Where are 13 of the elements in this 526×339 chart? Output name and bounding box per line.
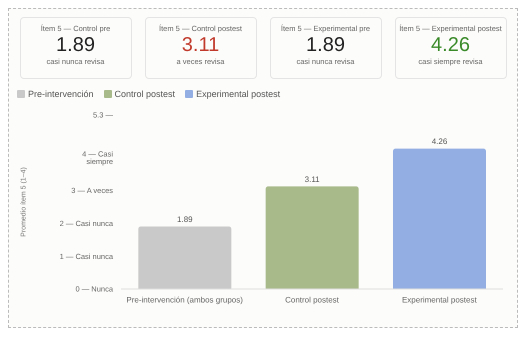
x-tick-label: Experimental postest — [402, 296, 478, 305]
legend-label: Control postest — [114, 88, 176, 101]
data-label: 1.89 — [305, 33, 346, 57]
x-tick-label: Control postest — [285, 296, 340, 305]
data-label: 1.89 — [55, 33, 96, 57]
legend-label: Pre-intervención — [27, 88, 94, 101]
data-label: 3.11 — [304, 174, 320, 184]
legend-label: Experimental postest — [195, 88, 280, 101]
x-tick-label: Pre-intervención (ambos grupos) — [126, 296, 244, 305]
data-label: 3.11 — [180, 33, 220, 57]
data-label: 1.89 — [177, 214, 194, 224]
data-label: 4.26 — [432, 137, 448, 146]
data-label: 4.26 — [430, 33, 471, 57]
